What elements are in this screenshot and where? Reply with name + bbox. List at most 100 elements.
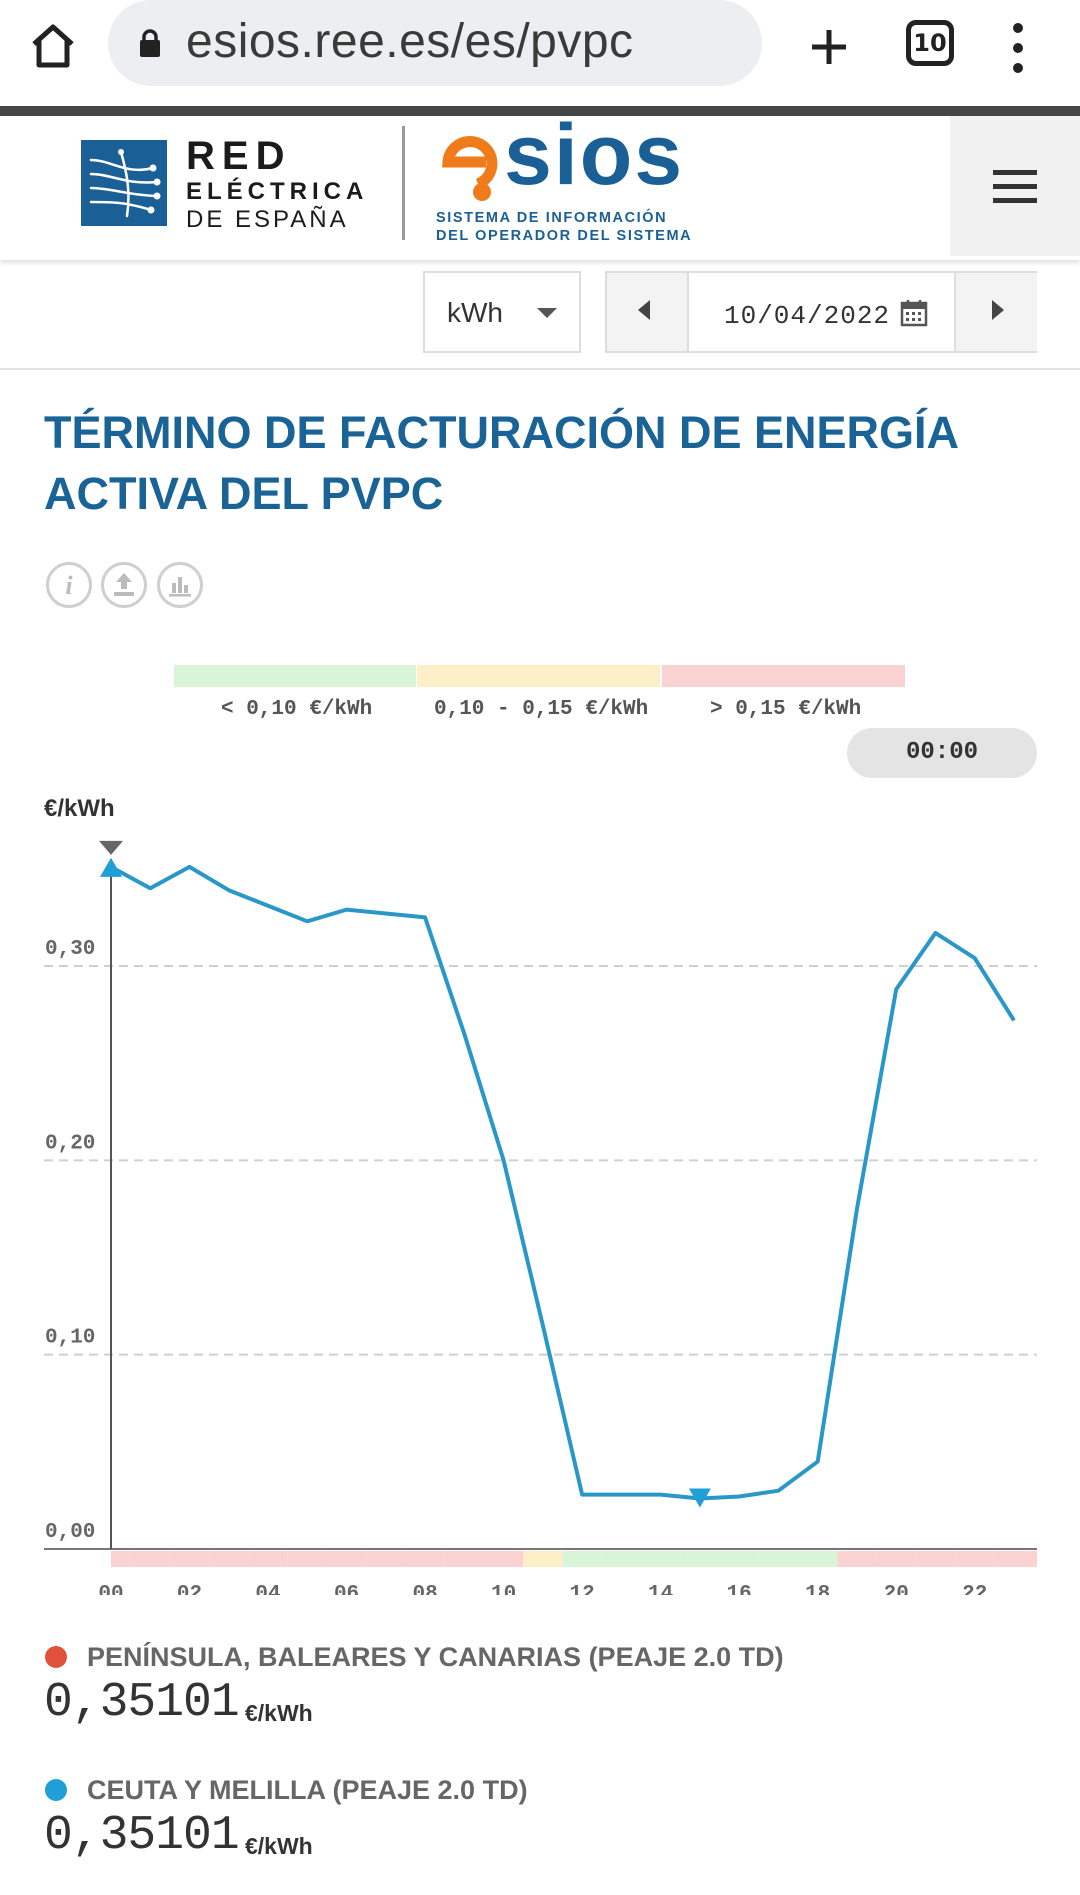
- series-value-peninsula: 0,35101: [44, 1676, 240, 1730]
- series-name-ceuta-melilla: CEUTA Y MELILLA (PEAJE 2.0 TD): [87, 1775, 528, 1805]
- data-point[interactable]: [729, 1487, 749, 1507]
- red-electrica-logo-icon[interactable]: [81, 140, 167, 226]
- price-series-line[interactable]: [110, 864, 1016, 1501]
- data-point[interactable]: [965, 948, 985, 968]
- y-tick-label: 0,30: [45, 938, 95, 961]
- y-axis-unit-label: €/kWh: [44, 795, 115, 822]
- price-band-segment: [758, 1551, 799, 1567]
- x-tick-label: 10: [491, 1583, 516, 1595]
- price-band-segment: [483, 1551, 524, 1567]
- data-point[interactable]: [847, 1199, 867, 1219]
- price-band-segment: [876, 1551, 916, 1567]
- legend-swatch-mid: [417, 665, 660, 687]
- series-color-dot-ceuta-melilla: [45, 1779, 67, 1801]
- data-point[interactable]: [258, 896, 278, 916]
- new-tab-icon[interactable]: [804, 22, 854, 72]
- esios-logo-text[interactable]: sios: [504, 107, 685, 203]
- price-band-segment: [680, 1551, 720, 1567]
- data-point[interactable]: [611, 1485, 631, 1505]
- x-tick-label: 18: [805, 1583, 830, 1595]
- price-band-segment: [130, 1551, 170, 1567]
- price-band-segment: [562, 1551, 602, 1567]
- price-band-segment: [837, 1551, 877, 1567]
- data-point[interactable]: [376, 904, 396, 924]
- series-value-ceuta-melilla: 0,35101: [44, 1809, 240, 1863]
- selected-time-badge[interactable]: 00:00: [847, 728, 1037, 778]
- data-point[interactable]: [494, 1150, 514, 1170]
- x-tick-label: 12: [570, 1583, 595, 1595]
- price-band-segment: [248, 1551, 288, 1567]
- price-band-segment: [287, 1551, 327, 1567]
- selected-hour-marker[interactable]: [99, 840, 123, 855]
- hamburger-icon: [993, 170, 1037, 175]
- price-line-chart[interactable]: 0,00 0,10 0,20 0,30 00 02 04 06 08 10 12 14 16 18 20 22: [0, 830, 1080, 1595]
- price-band-segment: [915, 1551, 956, 1567]
- ree-logo-text-line2: ELÉCTRICA: [186, 178, 369, 205]
- more-options-icon[interactable]: [1006, 20, 1030, 76]
- data-point[interactable]: [140, 878, 160, 898]
- x-tick-label: 02: [177, 1583, 202, 1595]
- data-point[interactable]: [1004, 1010, 1024, 1030]
- series-name-peninsula: PENÍNSULA, BALEARES Y CANARIAS (PEAJE 2.…: [87, 1642, 784, 1672]
- legend-swatch-low: [174, 665, 416, 687]
- max-price-marker: [100, 857, 122, 877]
- series-color-dot-peninsula: [45, 1646, 67, 1668]
- data-point[interactable]: [297, 911, 317, 931]
- legend-label-high: > 0,15 €/kWh: [710, 698, 862, 721]
- url-text[interactable]: esios.ree.es/es/pvpc: [186, 15, 634, 68]
- series-unit-ceuta-melilla: €/kWh: [245, 1833, 313, 1859]
- price-band-segment: [326, 1551, 367, 1567]
- data-point[interactable]: [337, 900, 357, 920]
- header-divider: [402, 126, 405, 240]
- x-tick-label: 00: [98, 1583, 123, 1595]
- data-point[interactable]: [925, 923, 945, 943]
- hamburger-icon-bar: [993, 198, 1037, 203]
- ree-logo-text-line3: DE ESPAÑA: [186, 206, 349, 233]
- home-icon[interactable]: [28, 22, 78, 70]
- tab-count-button[interactable]: 10: [906, 20, 954, 66]
- bar-chart-icon[interactable]: [157, 562, 203, 608]
- x-tick-label: 16: [727, 1583, 752, 1595]
- legend-label-mid: 0,10 - 0,15 €/kWh: [434, 698, 649, 721]
- data-point[interactable]: [533, 1316, 553, 1336]
- arrow-left-icon: [638, 300, 650, 320]
- price-band-segment: [111, 1551, 131, 1567]
- price-band-segment: [405, 1551, 445, 1567]
- svg-text:i: i: [65, 571, 73, 600]
- price-band-segment: [955, 1551, 995, 1567]
- hamburger-icon-bar: [993, 184, 1037, 189]
- data-point[interactable]: [415, 907, 435, 927]
- page-title: TÉRMINO DE FACTURACIÓN DE ENERGÍA ACTIVA…: [44, 407, 958, 519]
- data-point[interactable]: [180, 857, 200, 877]
- price-band-segment: [523, 1551, 563, 1567]
- info-icon[interactable]: i: [46, 562, 92, 608]
- data-point[interactable]: [454, 1024, 474, 1044]
- data-point[interactable]: [651, 1485, 671, 1505]
- x-tick-label: 04: [255, 1583, 280, 1595]
- esios-e-logo-icon[interactable]: [434, 128, 500, 204]
- legend-swatch-high: [662, 665, 905, 687]
- data-point[interactable]: [572, 1485, 592, 1505]
- data-point[interactable]: [886, 979, 906, 999]
- price-band-segment: [719, 1551, 759, 1567]
- data-point[interactable]: [219, 880, 239, 900]
- price-band-segment: [169, 1551, 210, 1567]
- export-icon[interactable]: [101, 562, 147, 608]
- x-tick-label: 20: [884, 1583, 909, 1595]
- controls-divider: [0, 368, 1080, 370]
- calendar-icon[interactable]: [900, 299, 928, 327]
- y-tick-label: 0,00: [45, 1521, 95, 1544]
- date-value[interactable]: 10/04/2022: [724, 301, 891, 331]
- x-tick-label: 06: [334, 1583, 359, 1595]
- data-point[interactable]: [808, 1452, 828, 1472]
- legend-label-low: < 0,10 €/kWh: [221, 698, 373, 721]
- esios-subtitle-line2: DEL OPERADOR DEL SISTEMA: [436, 228, 693, 244]
- min-price-marker: [688, 1488, 711, 1508]
- series-unit-peninsula: €/kWh: [245, 1700, 313, 1726]
- x-tick-label: 08: [412, 1583, 437, 1595]
- esios-subtitle-line1: SISTEMA DE INFORMACIÓN: [436, 210, 668, 226]
- address-bar[interactable]: [108, 0, 762, 86]
- price-band-segment: [994, 1551, 1037, 1567]
- data-point[interactable]: [768, 1481, 788, 1501]
- price-band-segment: [366, 1551, 406, 1567]
